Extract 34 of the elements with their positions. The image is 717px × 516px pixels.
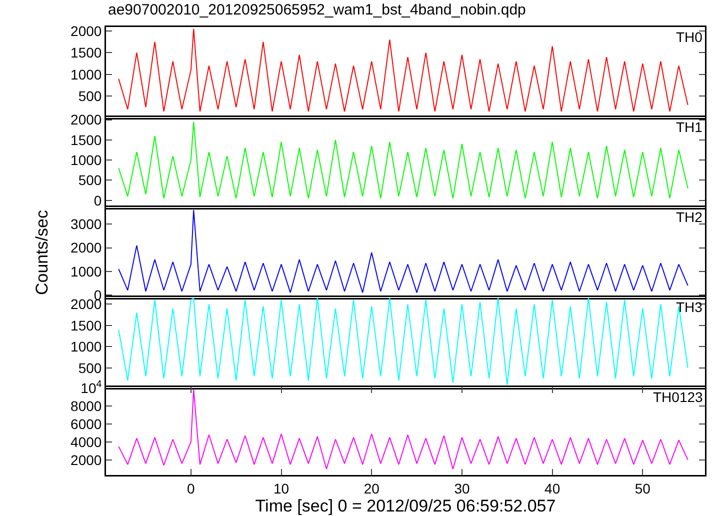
- text: TH2: [676, 209, 703, 225]
- y-tick-label: 500: [78, 88, 102, 104]
- y-tick-label: 2000: [70, 22, 102, 39]
- y-tick-label: 0: [94, 192, 102, 208]
- x-tick-label: 30: [454, 480, 470, 496]
- x-axis-title: Time [sec] 0 = 2012/09/25 06:59:52.057: [255, 496, 556, 516]
- x-tick-label: 10: [273, 480, 290, 496]
- x-tick-label: 40: [544, 480, 560, 496]
- y-tick-label: 4000: [70, 434, 102, 450]
- series-label: TH0: [676, 29, 703, 45]
- y-tick-label: 1500: [70, 317, 102, 334]
- series-label: TH3: [676, 299, 703, 315]
- y-tick-label: 1000: [70, 66, 102, 82]
- y-tick-label: 6000: [70, 416, 102, 432]
- y-tick-label: 1000: [70, 338, 102, 355]
- y-axis-title: Counts/sec: [32, 209, 52, 296]
- y-tick-label: 1500: [70, 132, 102, 148]
- text: TH0123: [653, 389, 704, 405]
- y-tick-label: 500: [78, 172, 102, 188]
- y-tick-label: 3000: [70, 216, 102, 232]
- y-tick-label: 1000: [70, 152, 102, 168]
- y-tick-label: 2000: [70, 452, 102, 468]
- y-tick-label: 1000: [70, 263, 102, 280]
- series-label: TH1: [676, 119, 703, 135]
- x-tick-label: 20: [364, 480, 380, 496]
- y-tick-label: 2000: [70, 240, 102, 256]
- y-tick-label: 2000: [70, 112, 102, 128]
- y-tick-label: 10$^{4}$: [80, 378, 102, 396]
- chart-title: ae907002010_20120925065952_wam1_bst_4band_nobin.qdp: [108, 2, 526, 18]
- x-tick-label: 50: [634, 480, 651, 496]
- y-tick-label: 500: [78, 360, 102, 376]
- y-tick-label: 8000: [70, 398, 102, 414]
- y-tick-label: 1500: [70, 44, 102, 61]
- x-tick-label: 0: [187, 480, 196, 496]
